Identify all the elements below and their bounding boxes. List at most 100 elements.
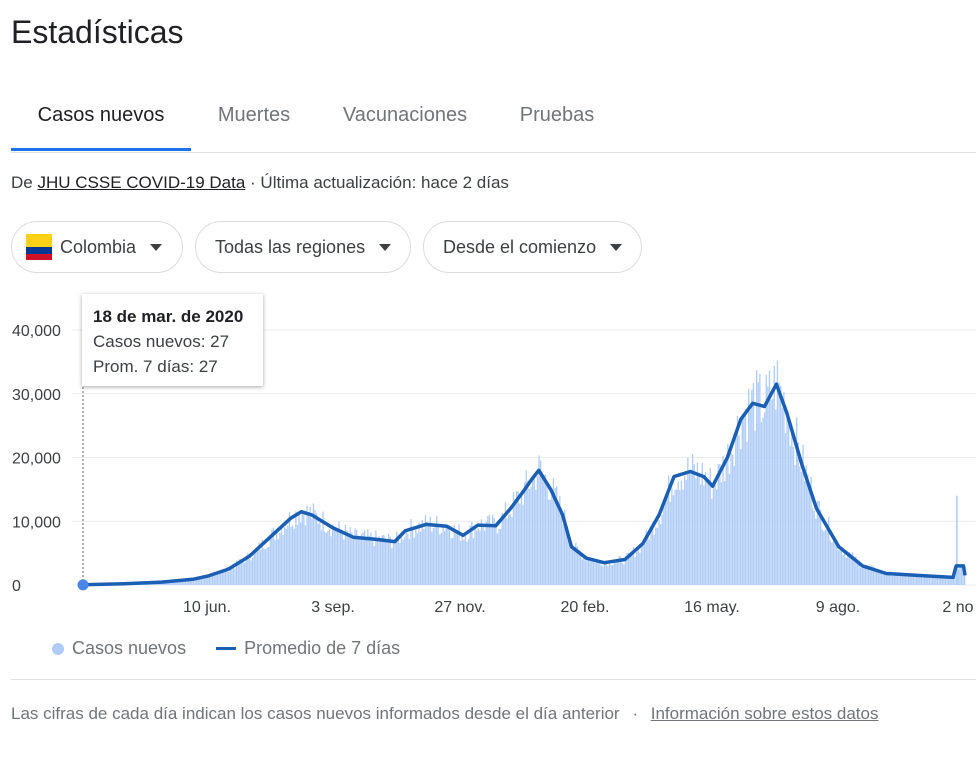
case-bar (535, 489, 537, 585)
case-bar (359, 537, 361, 585)
case-bar (714, 484, 716, 585)
legend-average-label: Promedio de 7 días (244, 638, 401, 658)
case-bar (284, 527, 286, 585)
case-bar (732, 454, 734, 585)
case-bar (493, 518, 495, 585)
case-bar (930, 576, 932, 585)
case-bar (250, 560, 252, 585)
case-bar (540, 460, 542, 585)
tab-pruebas[interactable]: Pruebas (519, 104, 595, 126)
case-bar (738, 435, 740, 585)
case-bar (519, 503, 521, 585)
caret-down-icon (150, 243, 163, 251)
case-bar (938, 577, 940, 585)
case-bar (517, 491, 519, 585)
case-bar (327, 531, 329, 585)
case-bar (468, 538, 470, 585)
case-bar (748, 388, 750, 585)
case-bar (840, 548, 843, 585)
case-bar (735, 436, 737, 585)
case-bar (429, 516, 431, 585)
case-bar (832, 541, 835, 585)
case-bar (890, 571, 892, 585)
case-bar (592, 558, 595, 585)
case-bar (676, 489, 678, 585)
case-bar (616, 558, 619, 585)
tab-casos-nuevos[interactable]: Casos nuevos (11, 90, 191, 151)
case-bar (440, 532, 443, 585)
case-bar (756, 370, 758, 585)
country-dropdown[interactable]: Colombia (11, 221, 183, 273)
case-bar (319, 522, 321, 585)
case-bar (762, 417, 764, 585)
case-bar (786, 413, 788, 585)
cases-chart[interactable]: 40,000 30,000 20,000 10,000 0 10 jun. 3 sep. 27… (0, 285, 976, 625)
y-tick-label: 40,000 (12, 323, 61, 340)
case-bar (325, 532, 327, 585)
tab-muertes[interactable]: Muertes (217, 104, 291, 126)
case-bar (850, 553, 852, 585)
range-dropdown[interactable]: Desde el comienzo (423, 221, 642, 273)
case-bar (597, 559, 599, 585)
case-bar (372, 539, 374, 585)
case-bar (831, 542, 833, 585)
case-bar (760, 422, 763, 585)
case-bar (796, 417, 798, 585)
case-bar (904, 573, 907, 585)
case-bar (253, 549, 255, 585)
case-bar (772, 399, 774, 585)
case-bar (826, 529, 828, 585)
region-dropdown[interactable]: Todas las regiones (195, 221, 411, 273)
case-bar (304, 525, 307, 585)
case-bar (765, 374, 767, 585)
case-bar (709, 467, 711, 585)
case-bar (647, 533, 649, 585)
case-bar (704, 472, 707, 585)
case-bar (807, 474, 809, 585)
case-bar (447, 525, 449, 585)
case-bar (607, 566, 609, 585)
case-bar (600, 565, 603, 585)
data-info-link[interactable]: Información sobre estos datos (650, 704, 879, 723)
case-bar (268, 547, 270, 585)
case-bar (674, 490, 676, 585)
case-bar (612, 564, 614, 585)
legend-average-swatch (216, 647, 237, 650)
case-bar (623, 564, 625, 585)
case-bar (844, 550, 846, 585)
case-bar (932, 576, 934, 585)
source-link[interactable]: JHU CSSE COVID-19 Data (37, 173, 246, 192)
case-bar (626, 552, 628, 585)
case-bar (916, 574, 918, 585)
case-bar (388, 533, 390, 585)
case-bar (879, 572, 881, 585)
footer: Las cifras de cada día indican los casos… (11, 704, 878, 724)
case-bar (863, 567, 865, 585)
case-bar (856, 559, 859, 585)
case-bar (421, 519, 423, 585)
case-bar (605, 562, 607, 585)
case-bar (277, 539, 279, 585)
case-bar (824, 529, 827, 585)
case-bar (776, 360, 779, 585)
case-bar (285, 528, 287, 585)
case-bar (896, 572, 899, 585)
case-bar (716, 489, 718, 585)
case-bar (336, 528, 339, 585)
case-bar (381, 535, 383, 585)
case-bar (685, 479, 687, 585)
case-bar (546, 485, 548, 585)
case-bar (301, 511, 303, 585)
case-bar (204, 575, 206, 585)
case-bar (847, 552, 849, 585)
case-bar (463, 539, 465, 585)
case-bar (172, 581, 174, 585)
caret-down-icon (610, 243, 623, 251)
case-bar (877, 569, 879, 585)
case-bar (216, 573, 219, 585)
case-bar (480, 519, 483, 585)
case-bar (810, 476, 812, 585)
case-bar (408, 539, 411, 585)
case-bar (437, 523, 439, 585)
tab-vacunaciones[interactable]: Vacunaciones (342, 104, 468, 126)
